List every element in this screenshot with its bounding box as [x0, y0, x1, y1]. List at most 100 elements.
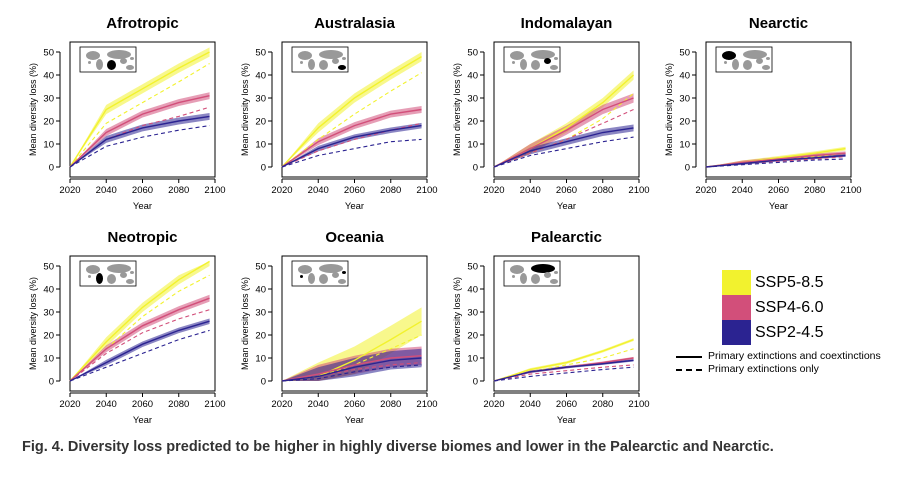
x-tick-label: 2020: [483, 185, 504, 196]
x-tick-label: 2100: [416, 399, 437, 410]
series-line-ssp4-6.0-solid: [493, 97, 634, 168]
band-ssp5-8.5: [282, 52, 422, 167]
band-ssp5-8.5: [70, 261, 210, 381]
panel-title: Afrotropic: [106, 15, 179, 32]
map-region-oceania: [512, 61, 515, 64]
y-tick-label: 50: [43, 262, 54, 273]
panel-title: Australasia: [314, 15, 396, 32]
map-region-neotropic: [96, 273, 103, 284]
x-tick-label: 2080: [168, 399, 189, 410]
series-line-ssp2-4.5-solid: [493, 127, 634, 168]
map-region-australasia: [762, 65, 770, 70]
plot-frame: [69, 255, 216, 392]
x-tick-label: 2080: [592, 185, 613, 196]
y-tick-label: 40: [255, 71, 266, 82]
map-region-oceania: [300, 61, 303, 64]
panel-title: Oceania: [325, 229, 384, 246]
series-line-ssp2-4.5-solid: [281, 124, 422, 168]
series-line-ssp5-8.5-solid: [69, 51, 210, 168]
map-region-oceania: [554, 271, 558, 274]
map-region-australasia: [338, 279, 346, 284]
x-tick-label: 2100: [628, 185, 649, 196]
map-region-oceania: [342, 271, 346, 274]
plot-frame: [493, 41, 640, 178]
inset-map: [291, 46, 349, 73]
x-tick-label: 2040: [96, 399, 117, 410]
map-region-oceania: [342, 57, 346, 60]
series-line-ssp5-8.5-solid: [69, 260, 210, 382]
series-line-ssp2-4.5-solid: [69, 115, 210, 168]
y-tick-label: 50: [255, 48, 266, 59]
y-tick-label: 20: [679, 117, 690, 128]
series-line-ssp2-4.5-solid: [493, 359, 634, 382]
map-region-palearctic: [319, 264, 343, 273]
x-tick-label: 2100: [204, 185, 225, 196]
map-region-neotropic: [308, 59, 315, 70]
y-tick-label: 10: [255, 140, 266, 151]
map-region-nearctic: [86, 265, 100, 274]
legend-swatch-ssp585: [722, 270, 751, 295]
legend: SSP5-8.5 SSP4-6.0 SSP2-4.5 Primary extin…: [676, 266, 904, 386]
map-region-nearctic: [298, 265, 312, 274]
y-tick-label: 0: [473, 163, 478, 174]
x-axis-label: Year: [557, 201, 576, 212]
y-tick-label: 10: [467, 140, 478, 151]
y-tick-label: 50: [679, 48, 690, 59]
legend-item-ssp460: SSP4-6.0: [722, 295, 823, 320]
y-tick-label: 50: [43, 48, 54, 59]
x-tick-label: 2080: [380, 185, 401, 196]
map-region-palearctic: [107, 264, 131, 273]
map-region-oceania: [554, 57, 558, 60]
legend-label-ssp245: SSP2-4.5: [755, 323, 824, 341]
y-tick-label: 40: [467, 71, 478, 82]
legend-swatch-ssp460: [722, 295, 751, 320]
inset-map: [503, 260, 561, 287]
map-region-afrotropic: [319, 60, 328, 70]
panel-title: Indomalayan: [521, 15, 613, 32]
map-region-nearctic: [86, 51, 100, 60]
panel-palearctic: Palearctic 2020 2040 2060 2080 2100 Year 0 10 20 3…: [452, 229, 650, 426]
map-region-indomalayan: [544, 272, 551, 278]
x-axis-label: Year: [133, 201, 152, 212]
map-region-palearctic: [743, 50, 767, 59]
y-axis-label: Mean diversity loss (%): [28, 63, 38, 156]
x-tick-label: 2020: [271, 185, 292, 196]
y-tick-label: 0: [49, 163, 54, 174]
legend-item-ssp245: SSP2-4.5: [722, 320, 823, 345]
y-tick-label: 0: [685, 163, 690, 174]
series-line-ssp2-4.5-dashed: [281, 364, 422, 382]
x-tick-label: 2020: [695, 185, 716, 196]
series-line-ssp4-6.0-solid: [69, 297, 210, 382]
y-tick-label: 40: [43, 71, 54, 82]
x-tick-label: 2020: [271, 399, 292, 410]
figure-caption: Fig. 4. Diversity loss predicted to be h…: [22, 439, 774, 455]
x-tick-label: 2060: [132, 399, 153, 410]
y-axis-label: Mean diversity loss (%): [240, 63, 250, 156]
series-line-ssp2-4.5-dashed: [493, 136, 634, 168]
x-tick-label: 2020: [59, 399, 80, 410]
legend-label-ssp585: SSP5-8.5: [755, 273, 824, 291]
map-region-nearctic: [722, 51, 736, 60]
series-line-ssp4-6.0-dashed: [281, 122, 422, 168]
y-tick-label: 10: [467, 354, 478, 365]
y-axis-label: Mean diversity loss (%): [452, 277, 462, 370]
x-tick-label: 2020: [483, 399, 504, 410]
series-line-ssp4-6.0-solid: [69, 95, 210, 168]
x-tick-label: 2080: [592, 399, 613, 410]
x-tick-label: 2100: [416, 185, 437, 196]
series-line-ssp2-4.5-solid: [281, 357, 422, 382]
series-line-ssp4-6.0-solid: [281, 108, 422, 168]
band-ssp2-4.5: [494, 124, 634, 167]
map-region-neotropic: [520, 59, 527, 70]
y-tick-label: 40: [467, 285, 478, 296]
x-axis-label: Year: [769, 201, 788, 212]
map-region-neotropic: [520, 273, 527, 284]
series-line-ssp2-4.5-dashed: [69, 329, 210, 382]
x-tick-label: 2080: [168, 185, 189, 196]
panel-title: Nearctic: [749, 15, 808, 32]
y-tick-label: 30: [43, 308, 54, 319]
map-region-australasia: [126, 65, 134, 70]
map-region-indomalayan: [544, 58, 551, 64]
map-region-oceania: [130, 57, 134, 60]
